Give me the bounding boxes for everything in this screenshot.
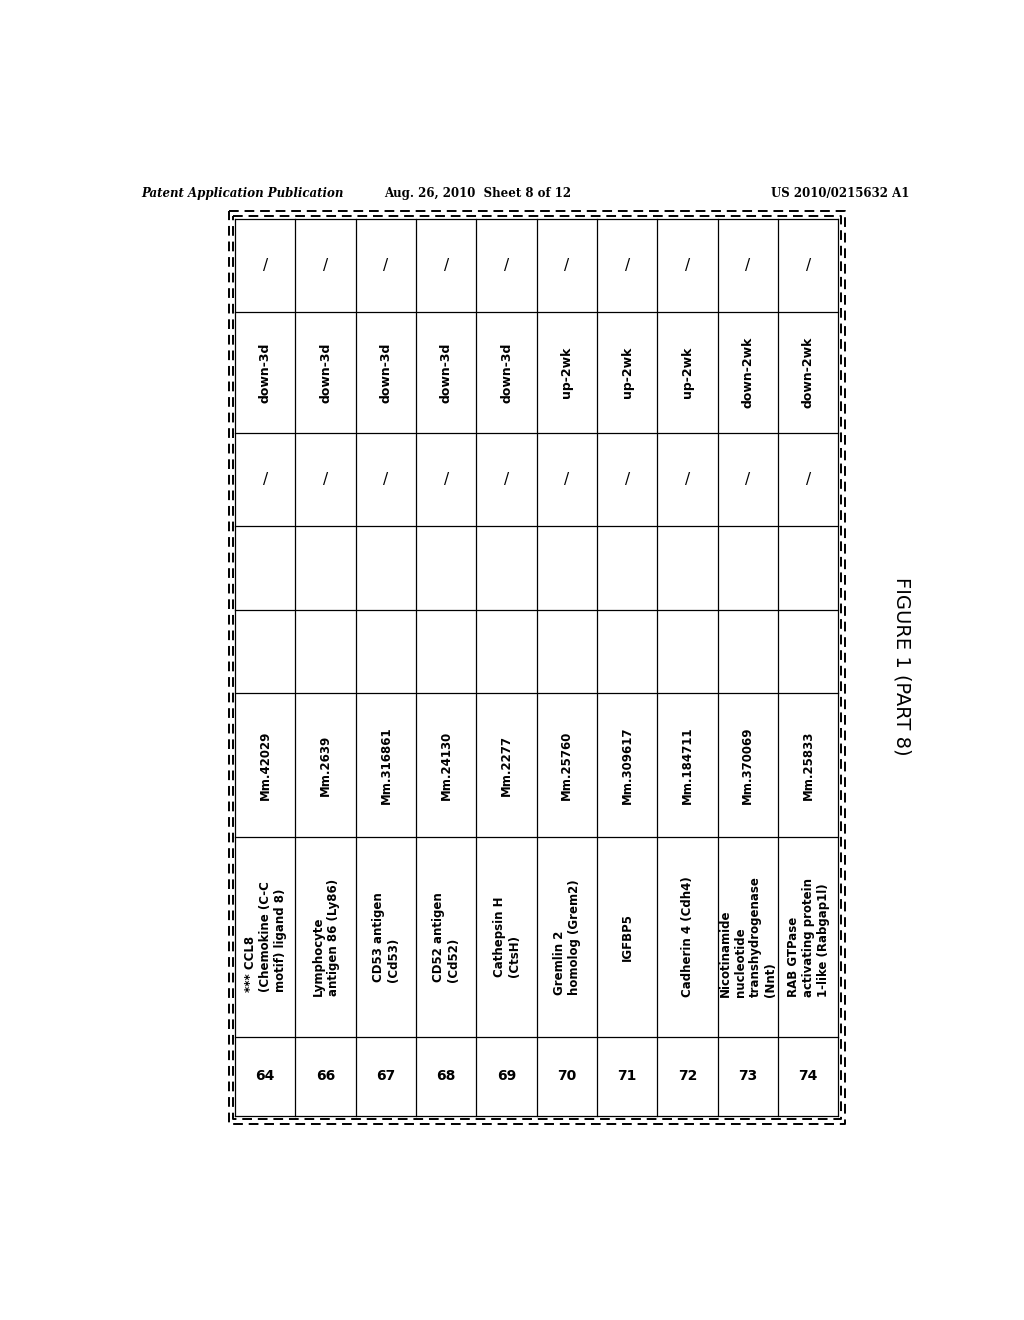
Text: Aug. 26, 2010  Sheet 8 of 12: Aug. 26, 2010 Sheet 8 of 12 [384, 187, 570, 199]
Text: Mm.370069: Mm.370069 [741, 726, 755, 804]
Text: 72: 72 [678, 1069, 697, 1084]
Text: up-2wk: up-2wk [681, 347, 694, 399]
Text: Mm.309617: Mm.309617 [621, 726, 634, 804]
Text: /: / [323, 473, 328, 487]
Text: /: / [383, 473, 388, 487]
Text: /: / [443, 259, 449, 273]
Text: /: / [625, 259, 630, 273]
Text: CD53 antigen
(Cd53): CD53 antigen (Cd53) [372, 892, 400, 982]
Text: 71: 71 [617, 1069, 637, 1084]
Text: down-3d: down-3d [500, 342, 513, 403]
Text: Patent Application Publication: Patent Application Publication [141, 187, 344, 199]
Text: /: / [745, 473, 751, 487]
Text: FIGURE 1 (PART 8): FIGURE 1 (PART 8) [892, 577, 911, 756]
Text: 64: 64 [256, 1069, 275, 1084]
Text: Mm.25760: Mm.25760 [560, 730, 573, 800]
Text: Mm.2277: Mm.2277 [500, 735, 513, 796]
Text: US 2010/0215632 A1: US 2010/0215632 A1 [771, 187, 909, 199]
Text: Cadherin 4 (Cdh4): Cadherin 4 (Cdh4) [681, 876, 694, 998]
Text: /: / [806, 259, 811, 273]
Text: Gremlin 2
homolog (Grem2): Gremlin 2 homolog (Grem2) [553, 879, 581, 995]
Text: /: / [504, 473, 509, 487]
Text: /: / [806, 473, 811, 487]
Text: 69: 69 [497, 1069, 516, 1084]
Text: down-3d: down-3d [380, 342, 392, 403]
Text: Cathepsin H
(CtsH): Cathepsin H (CtsH) [493, 896, 520, 977]
Text: down-3d: down-3d [259, 342, 271, 403]
Text: up-2wk: up-2wk [621, 347, 634, 399]
Text: IGFBP5: IGFBP5 [621, 913, 634, 961]
Text: *** CCL8
(Chemokine (C-C
motif) ligand 8): *** CCL8 (Chemokine (C-C motif) ligand 8… [244, 882, 287, 993]
Text: 66: 66 [316, 1069, 335, 1084]
Text: 68: 68 [436, 1069, 456, 1084]
Text: /: / [323, 259, 328, 273]
Text: Mm.42029: Mm.42029 [259, 730, 271, 800]
Text: 67: 67 [376, 1069, 395, 1084]
Text: /: / [443, 473, 449, 487]
Text: up-2wk: up-2wk [560, 347, 573, 399]
Text: CD52 antigen
(Cd52): CD52 antigen (Cd52) [432, 892, 460, 982]
Text: /: / [383, 259, 388, 273]
Text: /: / [263, 473, 268, 487]
Text: /: / [564, 473, 569, 487]
Text: 73: 73 [738, 1069, 758, 1084]
Text: down-2wk: down-2wk [741, 337, 755, 408]
Text: /: / [263, 259, 268, 273]
Text: Mm.2639: Mm.2639 [319, 734, 332, 796]
Text: /: / [625, 473, 630, 487]
Text: Mm.25833: Mm.25833 [802, 730, 815, 800]
Text: down-3d: down-3d [319, 342, 332, 403]
Text: /: / [564, 259, 569, 273]
Text: Mm.24130: Mm.24130 [439, 730, 453, 800]
Text: 70: 70 [557, 1069, 577, 1084]
Text: /: / [685, 473, 690, 487]
Text: down-3d: down-3d [439, 342, 453, 403]
Text: /: / [504, 259, 509, 273]
Text: Mm.316861: Mm.316861 [380, 726, 392, 804]
Text: down-2wk: down-2wk [802, 337, 815, 408]
Text: /: / [685, 259, 690, 273]
Text: Mm.184711: Mm.184711 [681, 726, 694, 804]
Text: /: / [745, 259, 751, 273]
Text: RAB GTPase
activating protein
1-like (Rabgap1l): RAB GTPase activating protein 1-like (Ra… [786, 878, 829, 997]
Text: Lymphocyte
antigen 86 (Ly86): Lymphocyte antigen 86 (Ly86) [311, 878, 340, 995]
Text: 74: 74 [799, 1069, 818, 1084]
Text: Nicotinamide
nucleotide
transhydrogenase
(Nnt): Nicotinamide nucleotide transhydrogenase… [719, 876, 777, 998]
